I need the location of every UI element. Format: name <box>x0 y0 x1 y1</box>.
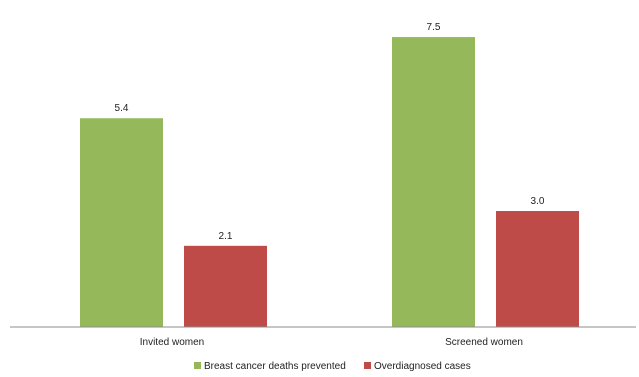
bar-screened-women-breast-cancer-deaths-prevented <box>392 37 475 327</box>
category-label-screened-women: Screened women <box>445 337 523 348</box>
legend-label-breast-cancer-deaths-prevented: Breast cancer deaths prevented <box>204 361 346 372</box>
category-label-invited-women: Invited women <box>140 337 204 348</box>
legend: Breast cancer deaths prevented Overdiagno… <box>194 361 471 372</box>
legend-label-overdiagnosed-cases: Overdiagnosed cases <box>374 361 471 372</box>
value-label-screened-women-breast-cancer-deaths-prevented: 7.5 <box>427 22 441 33</box>
bar-screened-women-overdiagnosed-cases <box>496 211 579 327</box>
bar-invited-women-overdiagnosed-cases <box>184 245 267 327</box>
value-label-invited-women-overdiagnosed-cases: 2.1 <box>219 231 233 242</box>
legend-swatch-overdiagnosed-cases <box>364 362 371 369</box>
value-labels-layer: 5.4 2.1 7.5 3.0 <box>115 22 545 242</box>
value-label-screened-women-overdiagnosed-cases: 3.0 <box>531 196 545 207</box>
bars-layer <box>80 37 579 328</box>
bar-invited-women-breast-cancer-deaths-prevented <box>80 118 163 328</box>
legend-swatch-breast-cancer-deaths-prevented <box>194 362 201 369</box>
category-labels-layer: Invited women Screened women <box>140 337 523 348</box>
value-label-invited-women-breast-cancer-deaths-prevented: 5.4 <box>115 103 129 114</box>
